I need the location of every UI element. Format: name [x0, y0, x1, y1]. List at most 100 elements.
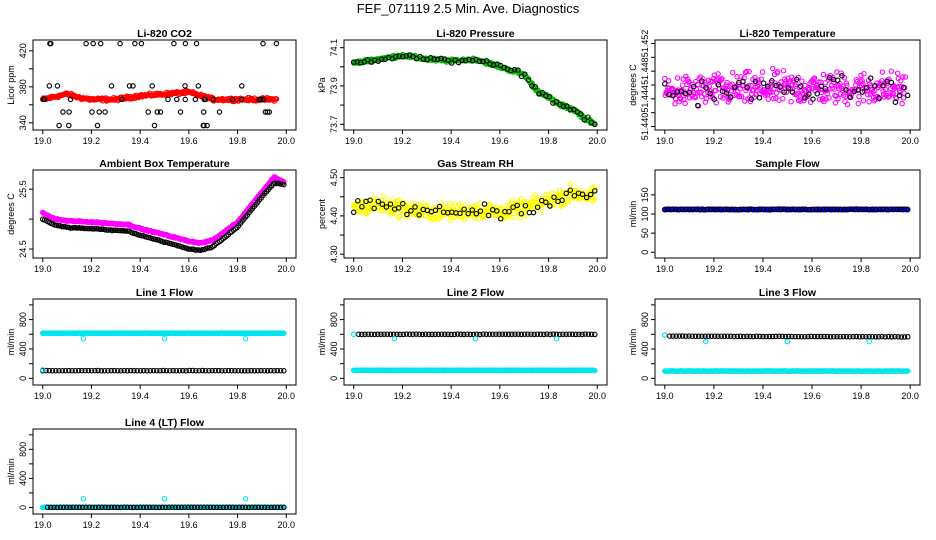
data-point	[378, 56, 385, 63]
data-point	[904, 206, 911, 213]
data-point	[514, 202, 520, 209]
data-point	[717, 93, 724, 100]
data-point	[75, 367, 82, 374]
y-tick-label: 25.5	[18, 180, 28, 198]
data-point	[900, 84, 907, 91]
data-point	[69, 367, 75, 374]
data-point	[502, 331, 509, 337]
panel-line1-flow: Line 1 Flow 19.0 19.2 19.4 19.6 19.8 20.0 0 400 8…	[6, 287, 297, 401]
data-point	[392, 53, 399, 60]
data-point	[200, 109, 207, 115]
data-point	[268, 504, 274, 511]
data-point	[835, 95, 841, 102]
data-point	[73, 504, 80, 511]
y-tick-label: 400	[18, 341, 28, 356]
data-point	[85, 225, 91, 232]
y-tick-label: 50	[640, 228, 650, 238]
panel-title: Li-820 CO2	[137, 28, 192, 40]
data-point	[587, 191, 594, 198]
data-point	[46, 83, 53, 89]
data-point	[99, 504, 105, 511]
x-tick-label: 19.6	[491, 136, 509, 146]
x-tick-label: 20.0	[588, 136, 606, 146]
data-point	[899, 74, 906, 80]
data-point	[256, 96, 263, 103]
data-point	[704, 206, 710, 213]
data-point	[592, 367, 598, 374]
series-line-2-switching	[350, 331, 560, 342]
data-point	[792, 206, 798, 212]
plot-area	[662, 206, 911, 213]
data-point	[268, 367, 274, 374]
x-tick-label: 20.0	[277, 264, 295, 274]
data-point	[473, 210, 480, 217]
data-point	[571, 192, 578, 199]
series-box-temp-a	[39, 174, 287, 246]
data-point	[59, 223, 65, 230]
data-point	[447, 200, 453, 206]
data-point	[714, 206, 721, 213]
data-point	[546, 93, 553, 100]
data-point	[811, 333, 818, 340]
data-point	[67, 504, 73, 511]
data-point	[856, 334, 863, 340]
data-point	[729, 69, 736, 76]
data-point	[242, 495, 249, 502]
data-point	[271, 368, 277, 374]
plot-area	[662, 332, 911, 374]
data-point	[69, 225, 75, 231]
data-point	[222, 367, 228, 374]
data-point	[156, 504, 163, 511]
data-point	[831, 86, 837, 92]
x-tick-label: 19.6	[180, 136, 198, 146]
data-point	[888, 68, 895, 74]
x-tick-label: 19.2	[394, 391, 412, 401]
data-point	[892, 99, 899, 105]
data-point	[769, 78, 775, 84]
series-line-2-flow-low-	[350, 367, 598, 374]
panel-title: Gas Stream RH	[437, 158, 513, 170]
series-line-1-flow	[39, 330, 287, 337]
data-point	[149, 83, 155, 89]
data-point	[406, 331, 413, 338]
data-point	[679, 82, 686, 88]
data-point	[172, 504, 179, 511]
data-point	[699, 333, 705, 340]
data-point	[770, 95, 777, 102]
data-point	[51, 504, 57, 511]
data-point	[251, 368, 258, 374]
data-point	[357, 60, 364, 66]
data-point	[692, 94, 699, 101]
x-tick-label: 19.8	[229, 520, 247, 530]
data-point	[528, 331, 534, 337]
x-tick-label: 19.6	[803, 136, 821, 146]
x-tick-label: 20.0	[277, 391, 295, 401]
data-point	[831, 206, 837, 212]
plot-frame	[343, 298, 608, 386]
data-point	[483, 331, 490, 338]
data-point	[855, 100, 862, 107]
data-point	[359, 331, 365, 338]
plot-frame	[32, 39, 297, 131]
data-point	[890, 206, 897, 213]
data-point	[747, 98, 754, 105]
y-tick-label: 51.448	[640, 57, 650, 85]
data-point	[397, 213, 403, 220]
data-point	[72, 367, 79, 374]
data-point	[161, 239, 167, 245]
data-point	[178, 504, 185, 511]
data-point	[442, 331, 448, 338]
data-point	[395, 205, 402, 211]
x-tick-label: 19.8	[229, 136, 247, 146]
data-point	[124, 368, 131, 374]
data-point	[371, 205, 377, 212]
data-point	[529, 83, 535, 89]
data-point	[866, 338, 872, 345]
x-tick-label: 19.2	[83, 136, 101, 146]
data-point	[445, 331, 451, 338]
data-point	[159, 504, 166, 511]
data-point	[680, 76, 686, 82]
data-point	[854, 78, 860, 85]
data-point	[669, 206, 675, 213]
data-point	[277, 367, 284, 374]
